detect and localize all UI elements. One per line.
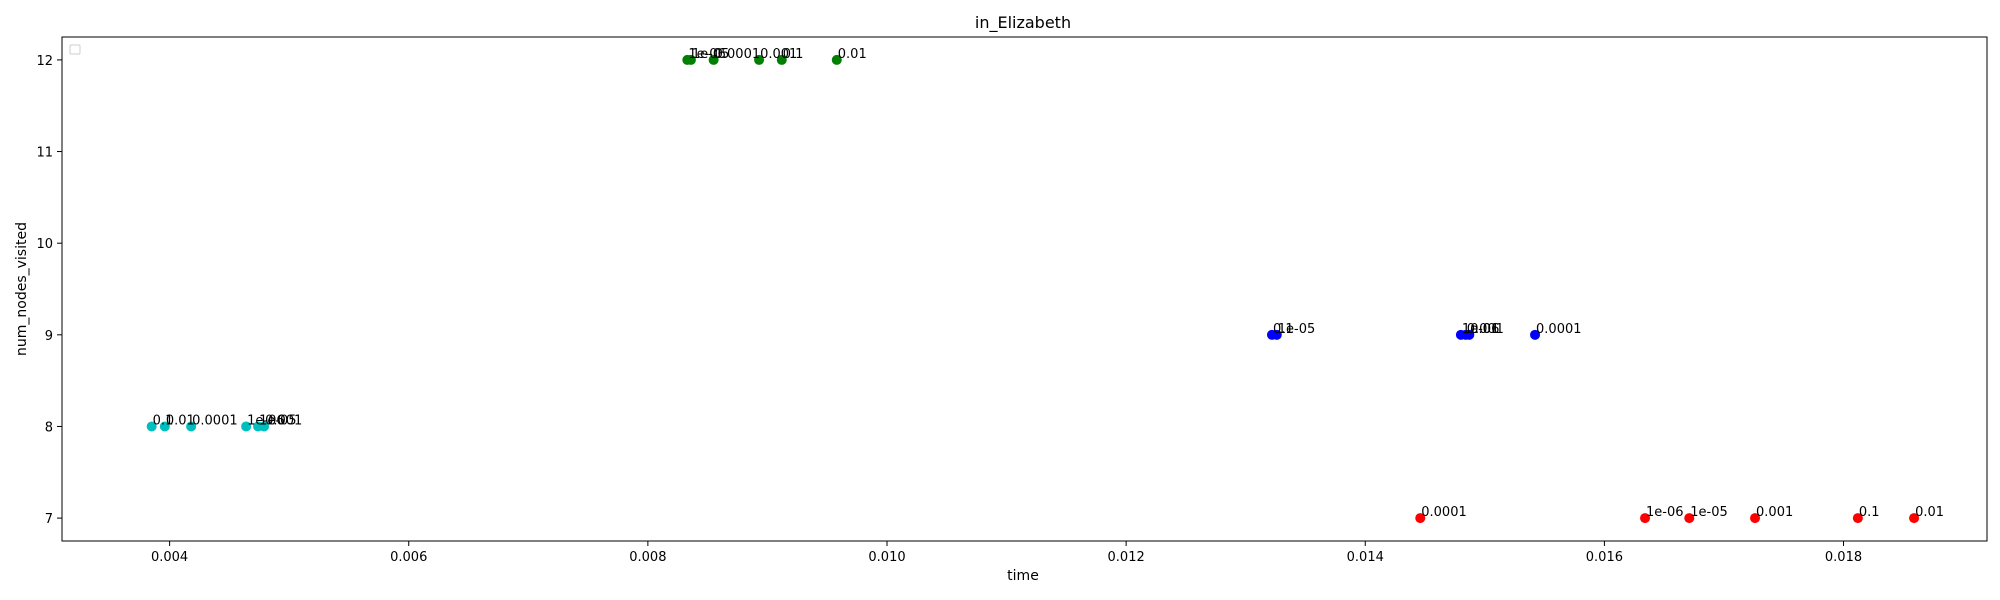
- data-point-label: 0.001: [265, 413, 302, 428]
- data-point-label: 0.001: [1467, 322, 1504, 337]
- data-point-label: 0.0001: [1421, 505, 1467, 520]
- y-axis-label: num_nodes_visited: [14, 222, 30, 356]
- x-tick-label: 0.008: [629, 550, 666, 565]
- data-point: [186, 421, 197, 432]
- plot-area: [61, 36, 1988, 542]
- y-tick-label: 11: [36, 146, 53, 161]
- y-tick-label: 7: [45, 512, 53, 527]
- x-tick-label: 0.010: [868, 550, 905, 565]
- data-point: [1909, 513, 1920, 524]
- data-point-label: 0.1: [783, 47, 804, 62]
- data-point-label: 0.1: [1273, 322, 1294, 337]
- data-point-label: 0.0001: [715, 47, 761, 62]
- y-tick-label: 8: [45, 420, 53, 435]
- data-point: [776, 54, 787, 65]
- x-tick-label: 0.012: [1108, 550, 1145, 565]
- data-point: [754, 54, 765, 65]
- data-point-label: 1e-05: [1690, 505, 1728, 520]
- y-tick-label: 9: [45, 329, 53, 344]
- data-point-label: 0.0001: [1536, 322, 1582, 337]
- data-point: [159, 421, 170, 432]
- data-point-label: 0.1: [1859, 505, 1880, 520]
- y-tick-label: 10: [36, 237, 53, 252]
- data-point-label: 1e-06: [1646, 505, 1684, 520]
- data-point: [708, 54, 719, 65]
- data-point-label: 1e-06: [1462, 322, 1500, 337]
- data-point: [1464, 329, 1475, 340]
- data-point-label: 1e-06: [247, 413, 285, 428]
- legend-box: [69, 44, 81, 55]
- chart-title: in_Elizabeth: [975, 13, 1071, 33]
- data-point-label: 1e-05: [259, 413, 297, 428]
- data-point: [241, 421, 252, 432]
- data-points: [146, 54, 1920, 524]
- data-point: [1640, 513, 1651, 524]
- data-point-label: 0.01: [166, 413, 195, 428]
- data-point: [146, 421, 157, 432]
- data-point: [685, 54, 696, 65]
- data-point: [259, 421, 270, 432]
- data-point: [1750, 513, 1761, 524]
- data-point-label: 0.001: [1756, 505, 1793, 520]
- data-point: [1684, 513, 1695, 524]
- data-point-label: 0.1: [153, 413, 174, 428]
- data-point-label: 1e-05: [1278, 322, 1316, 337]
- data-point-label: 0.01: [1470, 322, 1499, 337]
- x-axis-label: time: [1007, 568, 1039, 584]
- x-tick-label: 0.018: [1825, 550, 1862, 565]
- data-point: [831, 54, 842, 65]
- data-point: [1415, 513, 1426, 524]
- data-point-label: 1e-06: [688, 47, 726, 62]
- data-point-label: 0.01: [1915, 505, 1944, 520]
- x-tick-label: 0.016: [1586, 550, 1623, 565]
- data-point-label: 0.001: [760, 47, 797, 62]
- data-point-label: 1e-05: [692, 47, 730, 62]
- data-point: [1271, 329, 1282, 340]
- x-tick-label: 0.006: [390, 550, 427, 565]
- data-point: [1852, 513, 1863, 524]
- data-point-label: 0.0001: [192, 413, 238, 428]
- data-point: [1530, 329, 1541, 340]
- x-tick-label: 0.004: [151, 550, 188, 565]
- y-tick-label: 12: [36, 54, 53, 69]
- y-axis-ticks: 7 8 9 10 11 12: [36, 54, 62, 527]
- data-point-label: 0.01: [838, 47, 867, 62]
- x-axis-ticks: 0.004 0.006 0.008 0.010 0.012 0.014 0.016 0.018: [151, 541, 1862, 565]
- x-tick-label: 0.014: [1347, 550, 1384, 565]
